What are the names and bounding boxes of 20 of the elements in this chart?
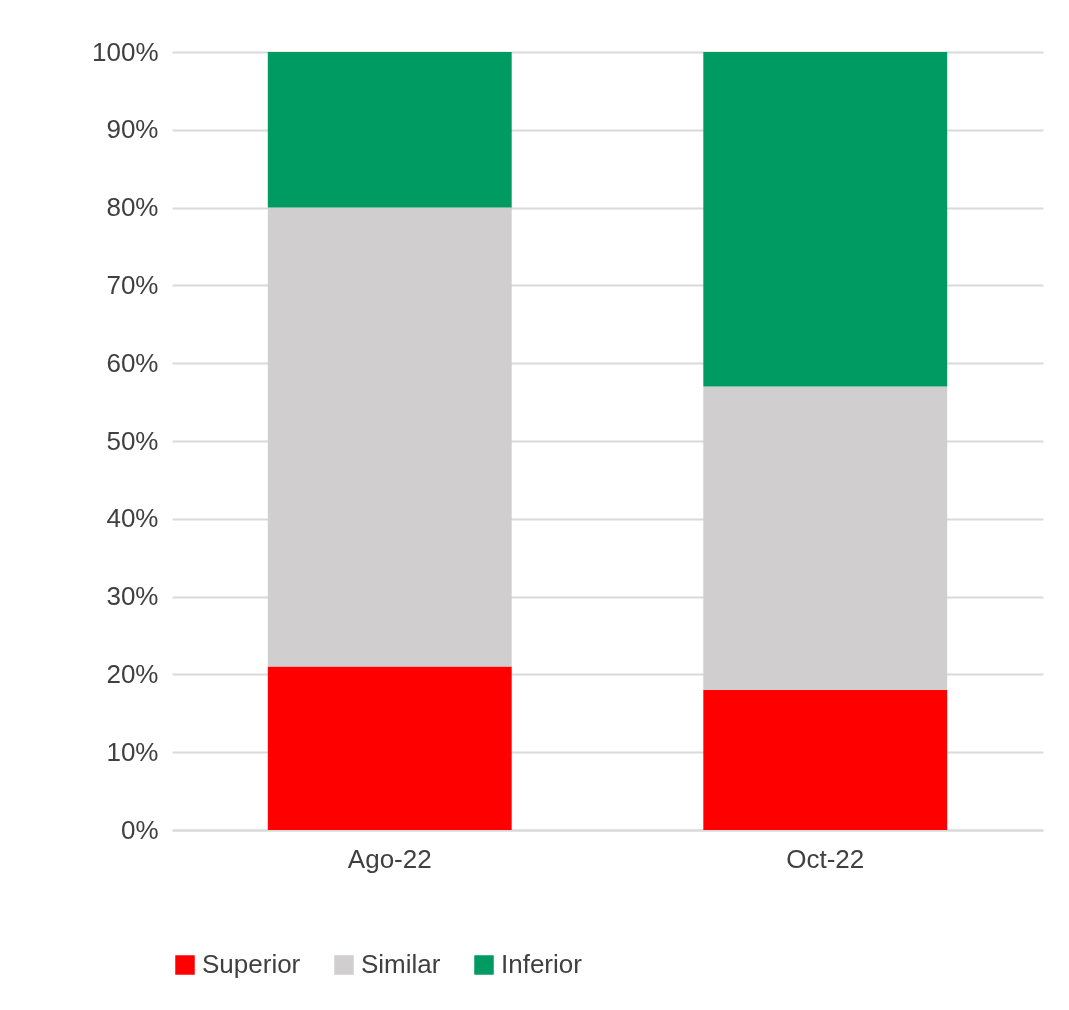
- y-tick-label: 40%: [106, 503, 159, 534]
- bar: [703, 52, 948, 387]
- y-tick-label: 10%: [106, 736, 159, 767]
- legend-label: Inferior: [501, 949, 583, 979]
- y-tick-label: 90%: [106, 114, 159, 145]
- legend-label: Superior: [202, 949, 301, 979]
- y-tick-label: 60%: [106, 347, 159, 378]
- x-tick-label: Ago-22: [347, 843, 432, 874]
- y-tick-label: 20%: [106, 658, 159, 689]
- y-tick-label: 50%: [106, 425, 159, 456]
- x-tick-label: Oct-22: [786, 843, 865, 874]
- legend-label: Similar: [361, 949, 441, 979]
- y-tick-label: 30%: [106, 581, 159, 612]
- bar: [267, 52, 512, 208]
- bar: [267, 666, 512, 830]
- bar: [703, 689, 948, 830]
- y-tick-label: 100%: [92, 36, 159, 67]
- y-tick-label: 80%: [106, 192, 159, 223]
- y-tick-label: 70%: [106, 269, 159, 300]
- y-tick-label: 0%: [120, 814, 159, 845]
